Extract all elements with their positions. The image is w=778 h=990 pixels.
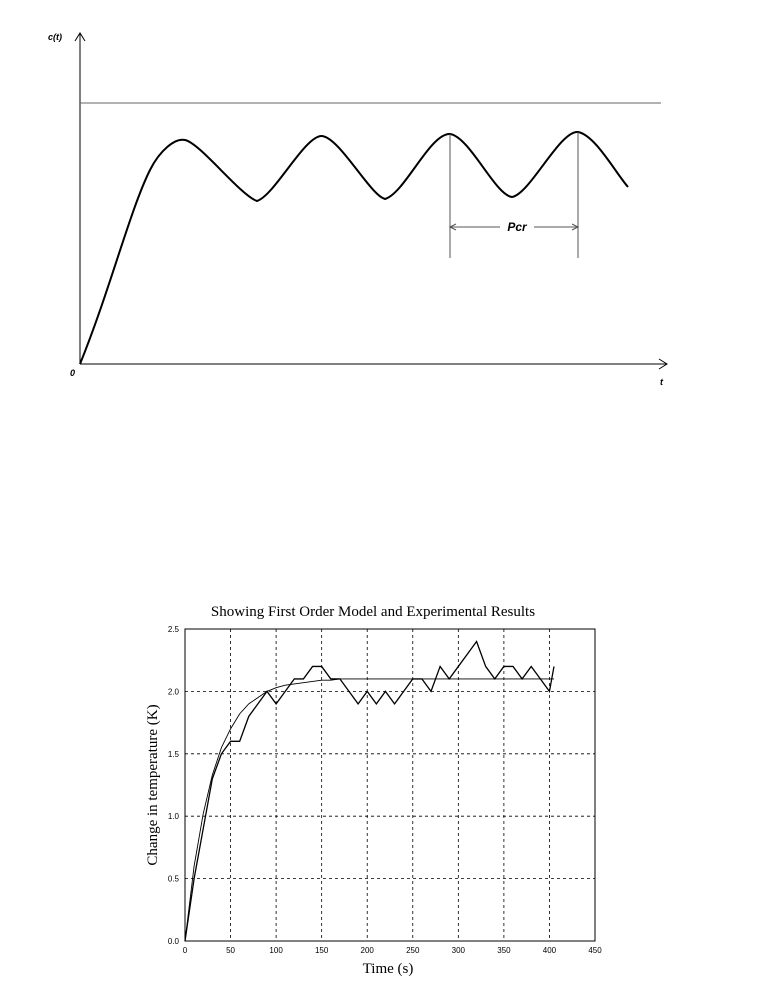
y-tick-label: 2.5	[168, 625, 180, 634]
x-tick-label: 300	[452, 946, 466, 955]
x-tick-label: 450	[588, 946, 602, 955]
origin-label: 0	[70, 368, 75, 378]
arrow-heads	[448, 223, 580, 231]
oscillation-diagram	[74, 32, 668, 370]
x-tick-label: 250	[406, 946, 420, 955]
period-label: Pcr	[507, 220, 528, 234]
x-arrow	[658, 358, 668, 370]
x-tick-label: 200	[361, 946, 375, 955]
y-tick-label: 2.0	[168, 687, 180, 696]
y-axis-label: c(t)	[48, 32, 62, 42]
y-arrow	[74, 32, 86, 42]
series-line	[184, 640, 555, 942]
x-tick-label: 350	[497, 946, 511, 955]
plot-frame	[184, 628, 596, 942]
y-tick-label: 0.5	[168, 875, 180, 884]
y-tick-label: 0.0	[168, 937, 180, 946]
y-tick-label: 1.0	[168, 812, 180, 821]
x-tick-label: 0	[183, 946, 188, 955]
y-axis-title: Change in temperature (K)	[145, 704, 161, 865]
x-axis-label: t	[660, 377, 664, 387]
series-line	[184, 678, 554, 942]
x-axis-title: Time (s)	[363, 961, 414, 977]
x-tick-label: 400	[543, 946, 557, 955]
y-tick-label: 1.5	[168, 750, 180, 759]
chart-title: Showing First Order Model and Experiment…	[211, 604, 535, 620]
x-tick-label: 50	[226, 946, 235, 955]
response-curve	[79, 130, 629, 365]
x-tick-label: 150	[315, 946, 329, 955]
x-tick-label: 100	[269, 946, 283, 955]
